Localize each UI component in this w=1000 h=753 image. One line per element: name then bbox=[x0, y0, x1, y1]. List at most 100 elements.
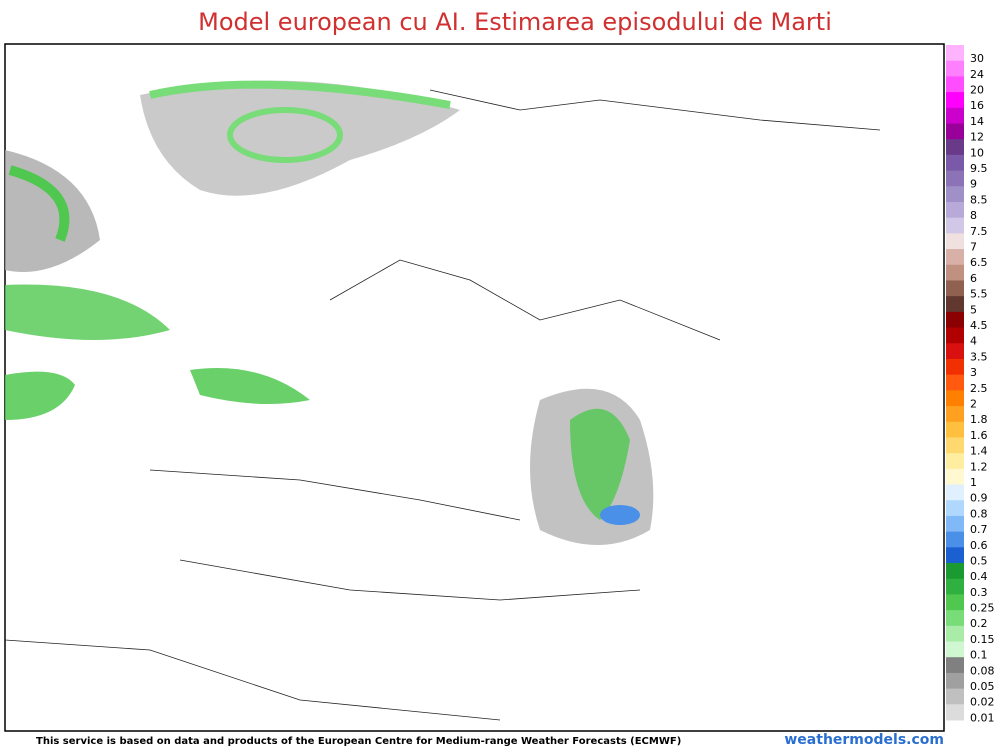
colorbar-swatch bbox=[946, 563, 964, 580]
colorbar-label: 5 bbox=[970, 303, 977, 316]
colorbar-label: 8.5 bbox=[970, 193, 988, 206]
colorbar-label: 0.8 bbox=[970, 507, 988, 520]
colorbar-label: 5.5 bbox=[970, 288, 988, 301]
colorbar-label: 0.25 bbox=[970, 602, 995, 615]
precip-area bbox=[8, 165, 70, 242]
colorbar-swatch bbox=[946, 60, 964, 77]
precip-area bbox=[140, 80, 460, 196]
colorbar-label: 0.15 bbox=[970, 633, 995, 646]
precip-area bbox=[5, 371, 75, 420]
colorbar-label: 0.1 bbox=[970, 649, 988, 662]
colorbar-swatch bbox=[946, 154, 964, 172]
colorbar-swatch bbox=[946, 547, 964, 564]
colorbar-swatch bbox=[946, 311, 964, 329]
colorbar-swatch bbox=[946, 233, 964, 250]
colorbar-label: 16 bbox=[970, 99, 984, 112]
colorbar-swatch bbox=[946, 296, 964, 313]
colorbar-swatch bbox=[946, 343, 964, 360]
colorbar-swatch bbox=[946, 531, 964, 548]
colorbar-swatch bbox=[946, 123, 964, 140]
precip-area bbox=[5, 284, 170, 340]
colorbar-swatch bbox=[946, 704, 964, 721]
colorbar-label: 6.5 bbox=[970, 256, 988, 269]
colorbar-swatch bbox=[946, 672, 964, 690]
precip-area bbox=[149, 80, 451, 109]
colorbar-swatch bbox=[946, 578, 964, 595]
colorbar-swatch bbox=[946, 468, 964, 486]
colorbar-label: 4.5 bbox=[970, 319, 988, 332]
colorbar-label: 0.02 bbox=[970, 696, 995, 709]
colorbar-swatch bbox=[946, 107, 964, 124]
colorbar-swatch bbox=[946, 374, 964, 391]
colorbar-swatch bbox=[946, 264, 964, 281]
title: Model european cu AI. Estimarea episodul… bbox=[198, 8, 832, 36]
colorbar-label: 0.01 bbox=[970, 711, 995, 724]
footer: This service is based on data and produc… bbox=[36, 736, 681, 747]
colorbar-swatch bbox=[946, 186, 964, 203]
colorbar-swatch bbox=[946, 249, 964, 266]
colorbar-label: 1.4 bbox=[970, 445, 988, 458]
colorbar-swatch bbox=[946, 500, 964, 517]
colorbar-label: 2.5 bbox=[970, 382, 988, 395]
colorbar-label: 0.3 bbox=[970, 586, 988, 599]
colorbar-label: 0.2 bbox=[970, 617, 988, 630]
colorbar-label: 6 bbox=[970, 272, 977, 285]
precip-area bbox=[600, 505, 640, 525]
colorbar-swatch bbox=[946, 139, 964, 156]
colorbar-label: 0.08 bbox=[970, 664, 995, 677]
colorbar-swatch bbox=[946, 610, 964, 627]
colorbar-swatch bbox=[946, 484, 964, 501]
colorbar-swatch bbox=[946, 45, 964, 62]
map bbox=[4, 43, 945, 732]
precip-area bbox=[570, 408, 630, 520]
colorbar-swatch bbox=[946, 327, 964, 344]
colorbar-swatch bbox=[946, 437, 964, 454]
colorbar-swatch bbox=[946, 170, 964, 187]
colorbar-label: 0.4 bbox=[970, 570, 988, 583]
colorbar-label: 2 bbox=[970, 397, 977, 410]
colorbar-swatch bbox=[946, 688, 964, 705]
colorbar-label: 12 bbox=[970, 131, 984, 144]
colorbar-label: 7.5 bbox=[970, 225, 988, 238]
colorbar-label: 3.5 bbox=[970, 350, 988, 363]
colorbar-label: 0.9 bbox=[970, 492, 988, 505]
colorbar-label: 0.5 bbox=[970, 554, 988, 567]
colorbar-swatch bbox=[946, 625, 964, 643]
colorbar-swatch bbox=[946, 280, 964, 297]
colorbar-swatch bbox=[946, 201, 964, 219]
colorbar-label: 9 bbox=[970, 178, 977, 191]
colorbar-swatch bbox=[946, 217, 964, 234]
colorbar-label: 0.6 bbox=[970, 539, 988, 552]
colorbar-swatch bbox=[946, 406, 964, 423]
colorbar-swatch bbox=[946, 594, 964, 611]
colorbar-swatch bbox=[946, 76, 964, 93]
colorbar-swatch bbox=[946, 641, 964, 658]
colorbar-swatch bbox=[946, 515, 964, 533]
colorbar-label: 1.2 bbox=[970, 460, 988, 473]
colorbar-swatch bbox=[946, 421, 964, 438]
colorbar-label: 0.7 bbox=[970, 523, 988, 536]
colorbar-label: 24 bbox=[970, 68, 984, 81]
colorbar-label: 7 bbox=[970, 241, 977, 254]
colorbar-label: 10 bbox=[970, 146, 984, 159]
colorbar-swatch bbox=[946, 453, 964, 470]
colorbar-label: 1.8 bbox=[970, 413, 988, 426]
colorbar-label: 3 bbox=[970, 366, 977, 379]
colorbar-swatch bbox=[946, 390, 964, 407]
border bbox=[4, 89, 881, 721]
colorbar-swatch bbox=[946, 92, 964, 109]
map-frame bbox=[4, 43, 945, 732]
colorbar-label: 9.5 bbox=[970, 162, 988, 175]
colorbar-swatch bbox=[946, 657, 964, 674]
colorbar-label: 30 bbox=[970, 52, 984, 65]
site[interactable]: weathermodels.com bbox=[784, 732, 944, 748]
colorbar-label: 8 bbox=[970, 209, 977, 222]
colorbar-label: 14 bbox=[970, 115, 984, 128]
colorbar-label: 0.05 bbox=[970, 680, 995, 693]
colorbar-label: 4 bbox=[970, 335, 977, 348]
colorbar-label: 1.6 bbox=[970, 429, 988, 442]
precip-area bbox=[190, 368, 310, 404]
colorbar-swatch bbox=[946, 358, 964, 376]
colorbar-label: 20 bbox=[970, 84, 984, 97]
